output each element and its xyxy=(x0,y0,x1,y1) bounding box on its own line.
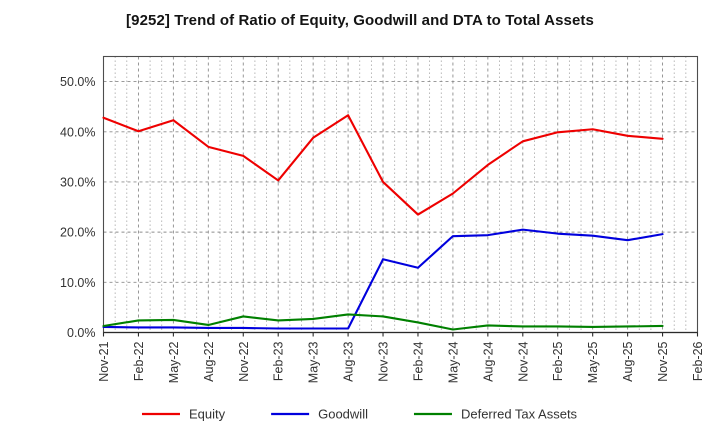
y-axis-tick-label: 20.0% xyxy=(60,226,95,240)
chart-title: [9252] Trend of Ratio of Equity, Goodwil… xyxy=(126,12,594,29)
x-axis-tick-label: Feb-22 xyxy=(132,341,146,381)
y-axis-tick-label: 40.0% xyxy=(60,125,95,139)
x-axis-tick-labels: Nov-21 Feb-22 May-22 Aug-22 Nov-22 Feb-23 May-… xyxy=(97,332,705,383)
y-axis-tick-label: 10.0% xyxy=(60,276,95,290)
plot-border xyxy=(102,55,699,334)
y-axis-tick-label: 30.0% xyxy=(60,175,95,189)
chart-legend: Equity Goodwill Deferred Tax Assets xyxy=(141,407,578,422)
legend-label-equity: Equity xyxy=(189,407,226,422)
x-axis-tick-label: Aug-24 xyxy=(481,341,495,381)
x-axis-tick-label: Feb-26 xyxy=(691,341,705,381)
x-axis-tick-label: Aug-22 xyxy=(202,341,216,381)
series-line-deferred-tax-assets xyxy=(102,313,664,331)
x-axis-tick-label: Nov-25 xyxy=(656,341,670,381)
data-series-layer xyxy=(102,114,664,331)
x-axis-tick-label: Nov-23 xyxy=(377,341,391,381)
x-axis-tick-label: Aug-25 xyxy=(621,341,635,381)
legend-label-deferred-tax-assets: Deferred Tax Assets xyxy=(461,407,578,422)
x-axis-tick-label: May-22 xyxy=(167,341,181,383)
y-axis-tick-labels: 0.0% 10.0% 20.0% 30.0% 40.0% 50.0% xyxy=(60,75,95,340)
minor-gridlines xyxy=(114,56,687,333)
plot-frame xyxy=(102,55,699,334)
x-axis-tick-label: May-25 xyxy=(586,341,600,383)
x-axis-tick-label: Feb-24 xyxy=(411,341,425,381)
x-axis-tick-label: Nov-21 xyxy=(97,341,111,381)
x-axis-tick-label: May-23 xyxy=(307,341,321,383)
series-line-equity xyxy=(102,114,664,216)
y-axis-tick-label: 0.0% xyxy=(67,326,96,340)
y-axis-tick-label: 50.0% xyxy=(60,75,95,89)
major-gridlines xyxy=(103,56,698,333)
x-axis-tick-label: Feb-25 xyxy=(551,341,565,381)
x-axis-tick-label: Feb-23 xyxy=(272,341,286,381)
x-axis-tick-label: May-24 xyxy=(446,341,460,383)
x-axis-tick-label: Nov-24 xyxy=(516,341,530,381)
x-axis-tick-label: Aug-23 xyxy=(342,341,356,381)
legend-label-goodwill: Goodwill xyxy=(318,407,368,422)
series-line-goodwill xyxy=(102,228,664,330)
x-axis-tick-label: Nov-22 xyxy=(237,341,251,381)
